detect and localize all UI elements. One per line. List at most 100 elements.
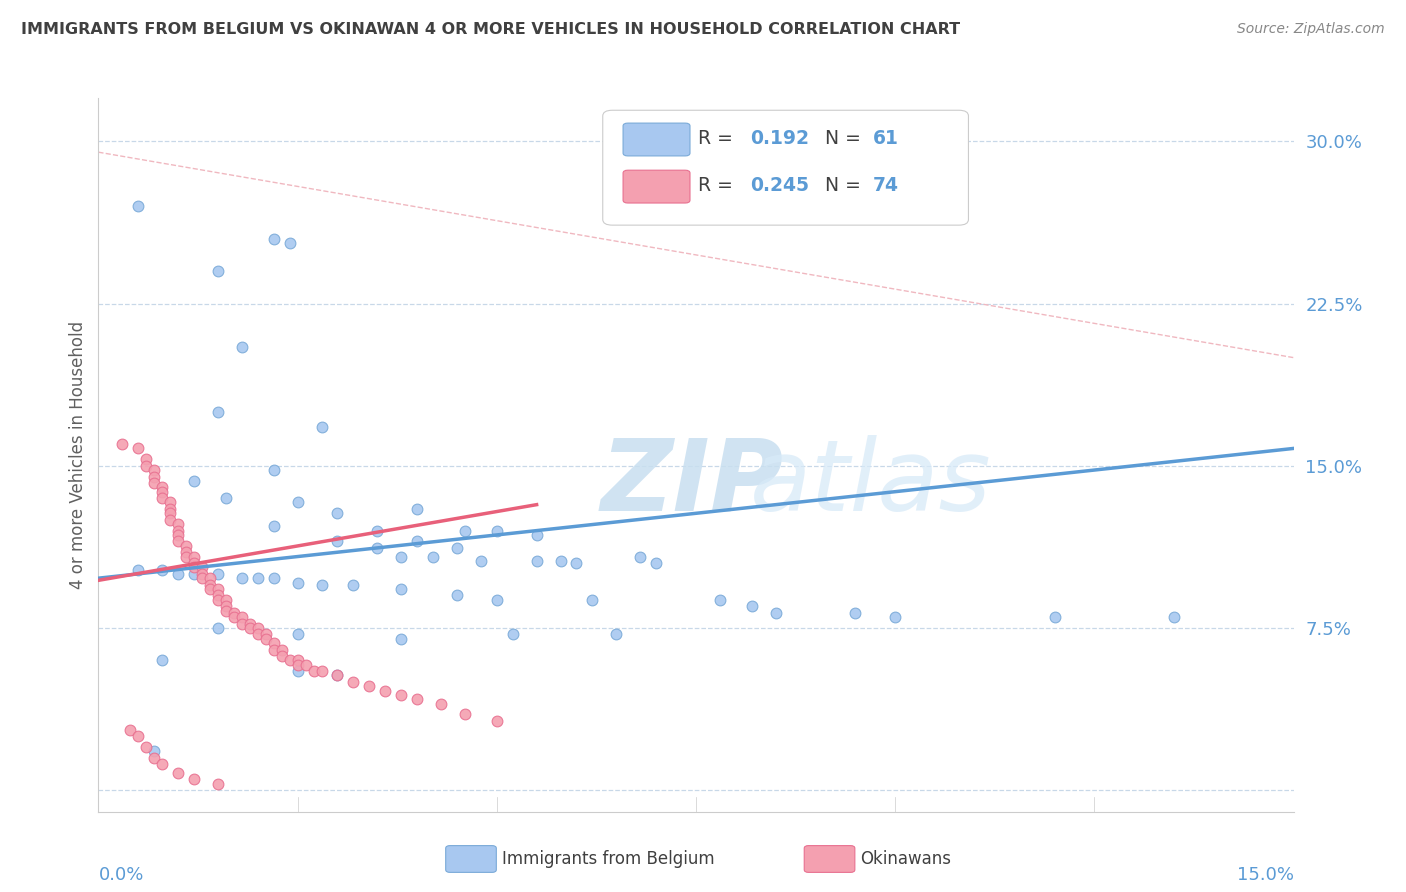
Point — [581, 592, 603, 607]
Point — [326, 506, 349, 520]
Text: Immigrants from Belgium: Immigrants from Belgium — [502, 850, 714, 868]
Point — [485, 524, 508, 538]
Point — [231, 610, 253, 624]
Point — [550, 554, 572, 568]
Text: 0.245: 0.245 — [749, 177, 808, 195]
Point — [311, 664, 333, 678]
Text: ZIP: ZIP — [600, 435, 783, 532]
Point — [143, 469, 166, 483]
Point — [150, 653, 173, 667]
Point — [263, 519, 285, 533]
Point — [389, 688, 412, 702]
Point — [263, 232, 285, 246]
Point — [191, 560, 214, 574]
Point — [1163, 610, 1185, 624]
Point — [278, 653, 301, 667]
Text: 61: 61 — [873, 129, 898, 148]
Point — [502, 627, 524, 641]
FancyBboxPatch shape — [603, 111, 969, 225]
Point — [374, 683, 396, 698]
Text: N =: N = — [813, 129, 868, 148]
Point — [231, 571, 253, 585]
Point — [167, 566, 190, 581]
Point — [120, 723, 142, 737]
Point — [287, 495, 309, 509]
Point — [311, 577, 333, 591]
Point — [207, 592, 229, 607]
Point — [207, 776, 229, 790]
Point — [294, 657, 316, 672]
Point — [198, 577, 221, 591]
Point — [454, 524, 477, 538]
Point — [326, 668, 349, 682]
Point — [231, 340, 253, 354]
Point — [215, 592, 238, 607]
Point — [198, 571, 221, 585]
Point — [709, 592, 731, 607]
Point — [174, 549, 197, 564]
Point — [183, 560, 205, 574]
Point — [342, 577, 364, 591]
Point — [167, 765, 190, 780]
Point — [215, 604, 238, 618]
Point — [246, 571, 269, 585]
Point — [470, 554, 492, 568]
Point — [239, 616, 262, 631]
Point — [207, 621, 229, 635]
Point — [389, 632, 412, 646]
Point — [207, 566, 229, 581]
Text: atlas: atlas — [749, 435, 991, 532]
Point — [446, 589, 468, 603]
Point — [287, 657, 309, 672]
Point — [191, 566, 214, 581]
Point — [159, 506, 181, 520]
Point — [111, 437, 134, 451]
Point — [207, 264, 229, 278]
Point — [430, 697, 453, 711]
FancyBboxPatch shape — [623, 170, 690, 203]
Text: 15.0%: 15.0% — [1236, 866, 1294, 884]
Point — [605, 627, 627, 641]
Point — [135, 452, 157, 467]
Point — [628, 549, 651, 564]
Point — [159, 513, 181, 527]
Point — [150, 491, 173, 505]
FancyBboxPatch shape — [623, 123, 690, 156]
Point — [246, 627, 269, 641]
Point — [167, 534, 190, 549]
Point — [191, 571, 214, 585]
Text: 0.0%: 0.0% — [98, 866, 143, 884]
Text: IMMIGRANTS FROM BELGIUM VS OKINAWAN 4 OR MORE VEHICLES IN HOUSEHOLD CORRELATION : IMMIGRANTS FROM BELGIUM VS OKINAWAN 4 OR… — [21, 22, 960, 37]
Point — [287, 664, 309, 678]
Point — [454, 707, 477, 722]
Point — [143, 750, 166, 764]
Point — [565, 556, 588, 570]
Point — [183, 772, 205, 787]
Point — [254, 627, 277, 641]
Point — [222, 606, 245, 620]
Text: 74: 74 — [873, 177, 898, 195]
Point — [150, 480, 173, 494]
Point — [183, 566, 205, 581]
Point — [366, 541, 388, 555]
Point — [183, 556, 205, 570]
Point — [167, 524, 190, 538]
Point — [127, 562, 149, 576]
Point — [174, 539, 197, 553]
Point — [135, 739, 157, 754]
Point — [246, 621, 269, 635]
Point — [302, 664, 325, 678]
Point — [311, 419, 333, 434]
Text: N =: N = — [813, 177, 868, 195]
Point — [127, 729, 149, 743]
Point — [446, 541, 468, 555]
Text: Okinawans: Okinawans — [860, 850, 952, 868]
Point — [366, 524, 388, 538]
Point — [741, 599, 763, 614]
Point — [143, 476, 166, 491]
Point — [389, 549, 412, 564]
Point — [143, 744, 166, 758]
Point — [263, 463, 285, 477]
Point — [127, 199, 149, 213]
Point — [526, 554, 548, 568]
